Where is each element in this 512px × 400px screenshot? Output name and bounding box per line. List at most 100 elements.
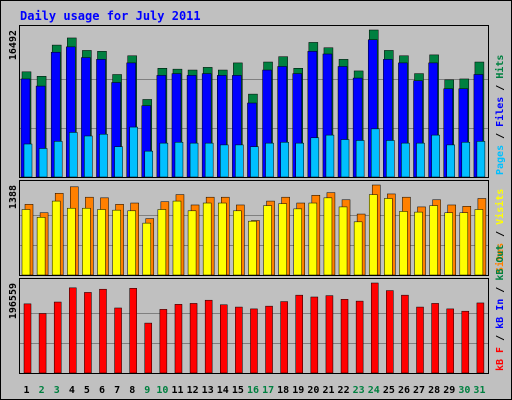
bar-kbf-day-21 (325, 295, 334, 374)
legend-entry: kB Out (495, 245, 506, 287)
bar-visits-day-31 (474, 209, 484, 276)
x-tick-label-day-10: 10 (156, 385, 168, 396)
bar-pages-day-22 (340, 139, 350, 178)
x-tick-label-day-6: 6 (99, 385, 105, 396)
bar-kbf-day-12 (189, 303, 198, 374)
bar-pages-day-25 (386, 140, 395, 178)
bar-visits-day-18 (278, 203, 287, 276)
x-tick-label-day-5: 5 (84, 385, 90, 396)
legend-kbytes: kB F / kB In / kB Out (495, 245, 506, 371)
bar-kbf-day-19 (295, 294, 303, 374)
bar-pages-day-10 (159, 142, 169, 178)
bar-kbf-day-24 (370, 282, 379, 374)
bar-pages-day-26 (401, 142, 410, 178)
x-tick-label-day-16: 16 (247, 385, 259, 396)
legend-entry: Files (494, 97, 506, 133)
y-max-label: 1388 (8, 185, 19, 209)
bar-visits-day-6 (97, 209, 106, 276)
x-tick-label-day-31: 31 (473, 385, 485, 396)
bar-kbf-day-9 (144, 322, 153, 374)
bar-visits-day-3 (51, 200, 61, 276)
bar-visits-day-26 (399, 211, 408, 276)
x-axis-labels: 1 2 3 4 5 6 7 8 9 10 11 12 13 14 15 16 17 18 19 20 21 22 23 24 2… (24, 385, 486, 396)
bar-visits-day-14 (218, 202, 227, 276)
bar-kbf-day-13 (204, 299, 213, 374)
bar-kbf-day-18 (280, 301, 288, 374)
bar-kbf-day-4 (69, 287, 77, 374)
bar-pages-day-4 (69, 132, 78, 178)
bar-pages-day-1 (23, 143, 33, 178)
bar-kbf-day-20 (310, 296, 319, 374)
x-tick-label-day-3: 3 (54, 385, 60, 396)
x-tick-label-day-13: 13 (202, 385, 214, 396)
legend-entry: / (495, 287, 506, 299)
bar-kbf-day-23 (355, 300, 364, 374)
bar-pages-day-2 (38, 148, 48, 178)
bar-visits-day-19 (293, 208, 302, 276)
bar-kbf-day-7 (114, 307, 122, 374)
legend-entry: kB F (495, 347, 506, 371)
bar-pages-day-5 (84, 135, 93, 178)
x-tick-label-day-17: 17 (262, 385, 274, 396)
legend-entry: / (495, 335, 506, 347)
y-max-label: 16492 (8, 30, 19, 60)
bar-kbf-day-26 (401, 294, 409, 374)
bar-visits-day-28 (429, 205, 438, 276)
chart-title: Daily usage for July 2011 (20, 9, 201, 23)
bar-visits-day-7 (112, 209, 121, 276)
legend-entry: Hits (494, 55, 506, 85)
y-max-label: 196559 (8, 283, 19, 319)
bar-pages-day-14 (220, 144, 229, 178)
bar-visits-day-20 (308, 202, 318, 276)
x-tick-label-day-23: 23 (353, 385, 365, 396)
bar-pages-day-13 (204, 142, 214, 178)
bar-visits-day-8 (127, 210, 136, 276)
bar-kbf-day-3 (53, 301, 62, 374)
x-tick-label-day-1: 1 (24, 385, 30, 396)
legend-entry: Visits (494, 189, 506, 231)
bar-pages-day-17 (265, 142, 274, 178)
x-tick-label-day-8: 8 (129, 385, 135, 396)
bar-kbf-day-30 (461, 310, 470, 374)
legend-entry: / (495, 133, 506, 145)
x-tick-label-day-11: 11 (171, 385, 183, 396)
bar-kbf-day-25 (386, 290, 394, 374)
x-tick-label-day-25: 25 (383, 385, 395, 396)
bar-pages-day-3 (53, 141, 63, 178)
bar-visits-day-4 (67, 207, 76, 276)
chart-panels: 16492 Pages / Files / Hits 1388 Sites / Vis… (8, 25, 506, 374)
bar-pages-day-6 (99, 133, 108, 178)
bar-pages-day-20 (310, 137, 320, 178)
bar-pages-day-7 (114, 146, 123, 178)
bar-kbf-day-28 (431, 303, 439, 374)
bar-pages-day-11 (174, 141, 184, 178)
bar-visits-day-9 (142, 222, 152, 276)
bar-visits-day-22 (338, 206, 348, 276)
bar-pages-day-8 (129, 126, 138, 178)
bar-kbf-day-8 (129, 288, 137, 374)
bar-kbf-day-2 (38, 313, 47, 374)
bar-visits-day-1 (21, 209, 31, 276)
x-tick-label-day-12: 12 (187, 385, 199, 396)
bar-pages-day-27 (416, 142, 425, 178)
bar-kbf-day-10 (159, 309, 168, 374)
bar-visits-day-5 (82, 207, 91, 276)
bar-pages-day-28 (431, 134, 440, 178)
bar-visits-day-25 (384, 198, 393, 276)
bar-kbf-day-5 (84, 292, 92, 374)
bar-kbf-day-31 (476, 302, 485, 374)
bar-pages-day-15 (235, 144, 244, 178)
bar-visits-day-23 (353, 221, 363, 276)
x-tick-label-day-21: 21 (322, 385, 334, 396)
legend-entry: kB In (495, 299, 506, 335)
legend-entry: / (495, 231, 506, 243)
bar-pages-day-19 (295, 142, 304, 178)
bar-pages-day-23 (355, 140, 365, 178)
x-tick-label-day-30: 30 (458, 385, 470, 396)
bar-visits-day-11 (172, 200, 182, 276)
legend-visits-sites: Sites / Visits (494, 189, 506, 273)
legend-entry: Pages (495, 145, 506, 175)
x-tick-label-day-29: 29 (443, 385, 455, 396)
x-tick-label-day-26: 26 (398, 385, 410, 396)
bar-pages-day-24 (370, 128, 380, 178)
